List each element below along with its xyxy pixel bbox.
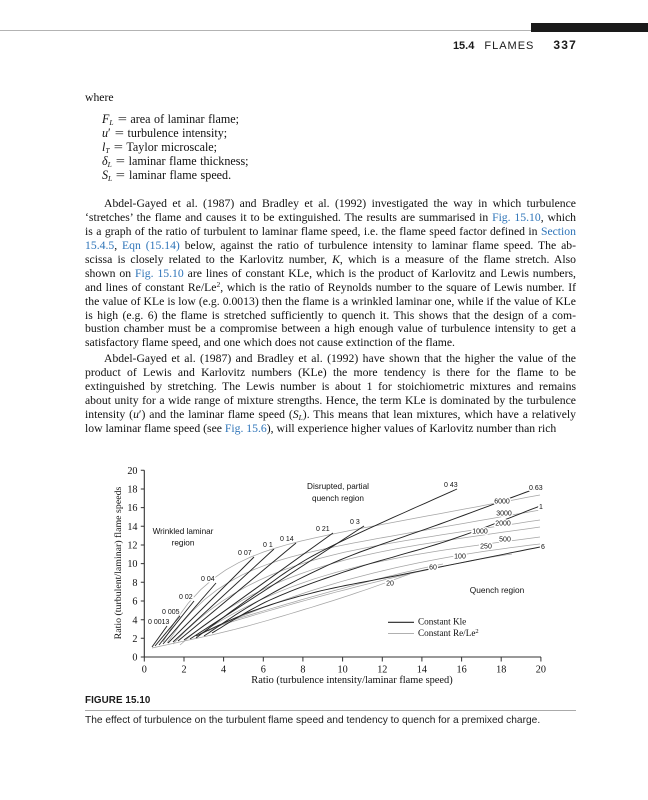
svg-text:8: 8: [300, 665, 305, 676]
svg-text:20: 20: [536, 665, 546, 676]
svg-text:Wrinkled laminar: Wrinkled laminar: [153, 527, 214, 536]
svg-text:quench region: quench region: [312, 494, 364, 503]
svg-text:6: 6: [132, 597, 137, 608]
svg-text:0 63: 0 63: [529, 485, 543, 492]
svg-text:6: 6: [541, 544, 545, 551]
svg-text:2: 2: [181, 665, 186, 676]
svg-text:16: 16: [127, 503, 137, 514]
svg-text:20: 20: [127, 466, 137, 477]
svg-text:6000: 6000: [494, 499, 510, 506]
svg-text:Constant Re/Le2: Constant Re/Le2: [418, 628, 479, 638]
svg-text:4: 4: [221, 665, 226, 676]
svg-text:12: 12: [127, 541, 137, 552]
svg-text:0 3: 0 3: [350, 519, 360, 526]
svg-text:0: 0: [142, 665, 147, 676]
svg-text:12: 12: [377, 665, 387, 676]
svg-text:60: 60: [429, 565, 437, 572]
svg-text:0 43: 0 43: [444, 482, 458, 489]
svg-text:1000: 1000: [472, 529, 488, 536]
svg-text:0 21: 0 21: [316, 526, 330, 533]
svg-text:0 1: 0 1: [263, 542, 273, 549]
svg-text:4: 4: [132, 615, 137, 626]
svg-text:0 0013: 0 0013: [148, 619, 170, 626]
svg-text:Disrupted, partial: Disrupted, partial: [307, 482, 369, 491]
svg-text:0 14: 0 14: [280, 536, 294, 543]
svg-text:100: 100: [454, 554, 466, 561]
svg-text:2000: 2000: [495, 521, 511, 528]
svg-text:18: 18: [496, 665, 506, 676]
svg-text:0 005: 0 005: [162, 609, 180, 616]
svg-text:2: 2: [132, 634, 137, 645]
svg-text:Constant Kle: Constant Kle: [418, 617, 466, 627]
svg-text:14: 14: [127, 522, 137, 533]
svg-text:250: 250: [480, 544, 492, 551]
svg-text:6: 6: [261, 665, 266, 676]
svg-text:Ratio (turbulence intensity/la: Ratio (turbulence intensity/laminar flam…: [251, 675, 452, 686]
svg-text:3000: 3000: [496, 511, 512, 518]
svg-text:16: 16: [457, 665, 467, 676]
svg-text:0 02: 0 02: [179, 594, 193, 601]
svg-text:region: region: [172, 539, 195, 548]
svg-text:0 07: 0 07: [238, 550, 252, 557]
svg-text:18: 18: [127, 485, 137, 496]
svg-text:500: 500: [499, 537, 511, 544]
svg-text:8: 8: [132, 578, 137, 589]
svg-text:Ratio (turbulent/laminar) flam: Ratio (turbulent/laminar) flame speeds: [113, 486, 124, 639]
svg-text:20: 20: [386, 581, 394, 588]
svg-text:14: 14: [417, 665, 427, 676]
svg-text:Quench region: Quench region: [470, 585, 525, 595]
svg-text:1: 1: [539, 504, 543, 511]
svg-text:10: 10: [127, 559, 137, 570]
svg-text:10: 10: [338, 665, 348, 676]
svg-text:0 04: 0 04: [201, 576, 215, 583]
svg-text:0: 0: [132, 653, 137, 664]
